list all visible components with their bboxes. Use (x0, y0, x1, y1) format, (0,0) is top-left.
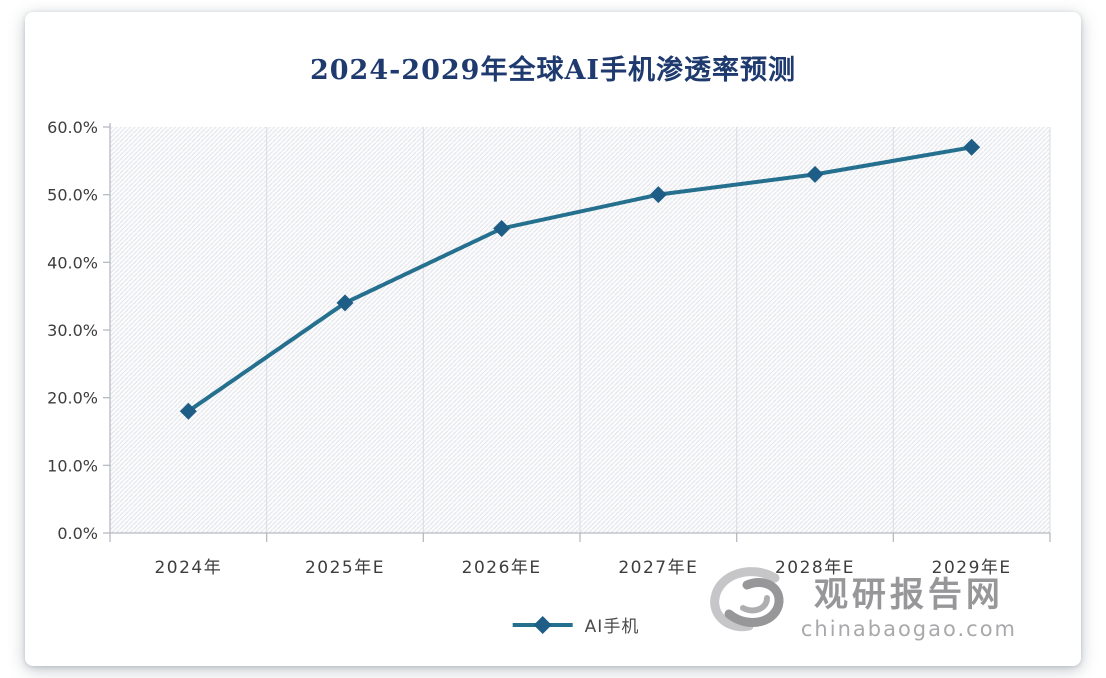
chart-title: 2024-2029年全球AI手机渗透率预测 (309, 55, 797, 86)
chart-card: 2024-2029年全球AI手机渗透率预测 0.0% 10.0% 20.0% 30.0… (25, 12, 1081, 666)
data-point-marker (336, 294, 354, 312)
y-axis-tick-label: 50.0% (47, 186, 98, 205)
watermark-text: 观研报告网 chinabaogao.com (801, 567, 1017, 641)
x-axis-category-label: 2025年E (305, 558, 385, 578)
watermark-logo-icon (710, 567, 784, 632)
y-axis-tick-label: 30.0% (47, 321, 98, 340)
legend-marker-icon (512, 615, 573, 634)
x-axis-category-label: 2024年 (154, 558, 222, 578)
data-point-marker (493, 220, 511, 237)
y-axis-tick-label: 0.0% (57, 524, 98, 543)
y-axis-tick-label: 10.0% (47, 456, 98, 475)
series-line (186, 145, 974, 414)
y-axis-tick-label: 60.0% (47, 118, 98, 137)
legend-series-label: AI手机 (584, 617, 640, 637)
x-axis-category-label: 2027年E (618, 558, 698, 578)
watermark-site-url: chinabaogao.com (800, 617, 1017, 641)
watermark: 观研报告网 chinabaogao.com (705, 564, 1017, 644)
watermark-site-name: 观研报告网 (813, 575, 1004, 615)
data-point-marker (649, 186, 667, 204)
data-point-marker (806, 165, 824, 183)
penetration-line-chart: 0.0% 10.0% 20.0% 30.0% 40.0% 50.0% 60.0% 2024年 2… (47, 118, 1051, 578)
legend: AI手机 (511, 612, 640, 637)
data-point-marker (963, 138, 981, 156)
data-point-marker (179, 402, 197, 420)
y-axis-tick-label: 40.0% (47, 253, 98, 272)
x-axis-category-label: 2029年E (932, 558, 1012, 578)
y-axis-tick-label: 20.0% (47, 389, 98, 408)
x-axis-category-label: 2026年E (462, 558, 542, 578)
x-axis-category-label: 2028年E (775, 558, 855, 578)
